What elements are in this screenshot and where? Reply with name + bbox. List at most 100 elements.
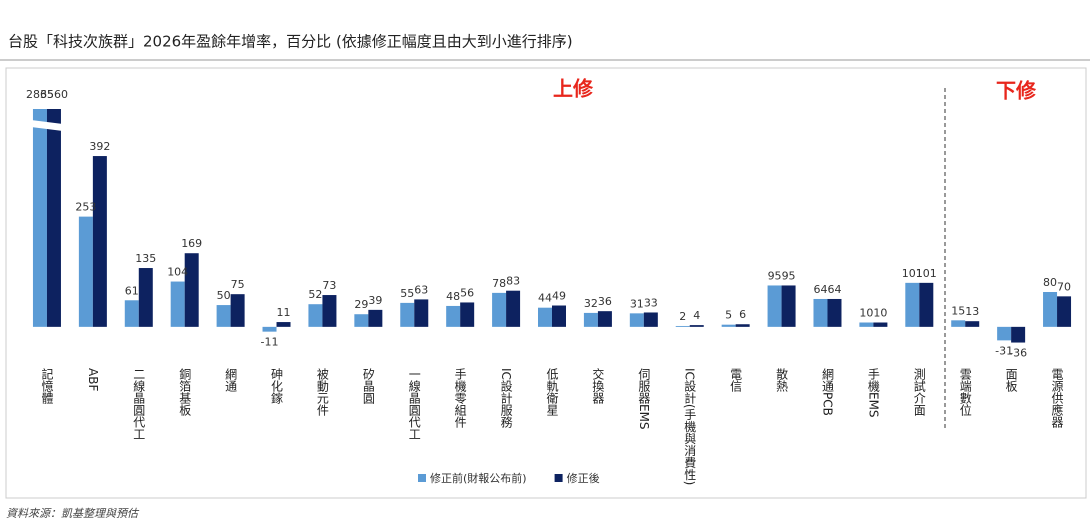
x-tick-label: 網通PCB	[820, 368, 834, 416]
value-label: 169	[181, 237, 202, 250]
x-tick-label: IC設計服務	[499, 368, 513, 428]
bar	[78, 216, 93, 327]
x-tick-label: 低軌衛星	[545, 368, 559, 416]
value-label: 39	[368, 294, 382, 307]
x-tick-label: 二線晶圓代工	[132, 368, 146, 440]
bar	[919, 282, 934, 327]
value-label: 2865	[26, 88, 54, 101]
x-tick-label: 矽晶圓	[361, 367, 375, 404]
value-label: 48	[446, 290, 460, 303]
x-tick-label: 手機EMS	[866, 368, 880, 418]
value-label: 44	[538, 292, 552, 305]
value-label: 70	[1057, 280, 1071, 293]
value-label: 49	[552, 290, 566, 303]
value-label: 78	[492, 277, 506, 290]
bar	[629, 313, 644, 327]
x-tick-label: 面板	[1004, 368, 1018, 393]
x-tick-label: 記憶體	[40, 367, 54, 405]
value-label: 83	[506, 275, 520, 288]
value-label: 32	[584, 297, 598, 310]
bar	[262, 326, 277, 332]
bar	[827, 298, 842, 327]
value-label: 64	[827, 283, 841, 296]
annotation-down: 下修	[996, 79, 1037, 103]
bar	[767, 285, 782, 327]
bar	[230, 294, 245, 327]
bar	[859, 322, 874, 327]
bar	[721, 324, 736, 327]
bar	[308, 304, 323, 327]
bar	[276, 322, 291, 327]
legend-swatch	[554, 474, 563, 482]
bar	[506, 290, 521, 327]
value-label: 33	[644, 296, 658, 309]
value-label: 50	[217, 289, 231, 302]
x-tick-label: 伺服器EMS	[637, 368, 651, 430]
value-label: 10	[859, 307, 873, 320]
value-label: 104	[167, 266, 188, 279]
bar	[460, 302, 475, 327]
bar	[32, 109, 47, 327]
bar	[400, 302, 415, 327]
value-label: 52	[308, 288, 322, 301]
value-label: 73	[322, 279, 336, 292]
bar	[813, 298, 828, 327]
bar	[138, 268, 153, 327]
legend-label: 修正後	[567, 471, 600, 485]
bar	[951, 320, 966, 327]
annotation-up: 上修	[553, 77, 594, 101]
value-label: 15	[951, 304, 965, 317]
value-label: 80	[1043, 276, 1057, 289]
x-tick-label: 散熱	[775, 367, 789, 393]
value-label: 55	[400, 287, 414, 300]
value-label: 13	[965, 305, 979, 318]
value-label: 29	[354, 298, 368, 311]
bar	[1043, 292, 1058, 327]
x-tick-label: 砷化鎵	[270, 368, 284, 404]
bar	[354, 314, 369, 327]
bar	[689, 325, 704, 327]
bar	[92, 156, 107, 327]
bar	[216, 305, 231, 327]
x-tick-label: 測試介面	[912, 368, 926, 416]
value-label: 63	[414, 283, 428, 296]
bar	[492, 292, 507, 327]
x-tick-label: 電源供應器	[1050, 368, 1064, 429]
x-tick-label: 交換器	[591, 367, 605, 405]
bar	[322, 295, 337, 327]
bar	[368, 309, 383, 327]
value-label: 64	[813, 283, 827, 296]
bar	[1057, 296, 1072, 327]
value-label: -31	[995, 344, 1013, 357]
value-label: 101	[902, 267, 923, 280]
bar	[583, 312, 598, 327]
value-label: 392	[89, 140, 110, 153]
bar	[781, 285, 796, 327]
value-label: -36	[1009, 347, 1027, 360]
bar	[414, 299, 429, 327]
legend-label: 修正前(財報公布前)	[430, 471, 527, 485]
value-label: 11	[277, 306, 291, 319]
value-label: 56	[460, 286, 474, 299]
bar	[965, 321, 980, 327]
bar	[170, 281, 185, 327]
x-tick-label: IC設計(手機與消費性)	[683, 368, 697, 485]
bar	[1011, 326, 1026, 343]
value-label: -11	[261, 336, 279, 349]
axis-break	[30, 120, 63, 131]
value-label: 3560	[40, 88, 68, 101]
bar	[552, 305, 566, 327]
x-tick-label: 電信	[729, 368, 743, 393]
x-tick-label: 被動元件	[315, 368, 329, 416]
source: 資料來源：凱基整理與預估	[6, 507, 140, 520]
x-tick-label: 雲端數位	[958, 368, 972, 416]
value-label: 135	[135, 252, 156, 265]
value-label: 61	[125, 284, 139, 297]
bar	[597, 311, 612, 327]
bar	[735, 324, 750, 327]
value-label: 10	[873, 307, 887, 320]
bar	[184, 253, 199, 327]
value-label: 36	[598, 295, 612, 308]
x-tick-label: ABF	[86, 368, 100, 391]
